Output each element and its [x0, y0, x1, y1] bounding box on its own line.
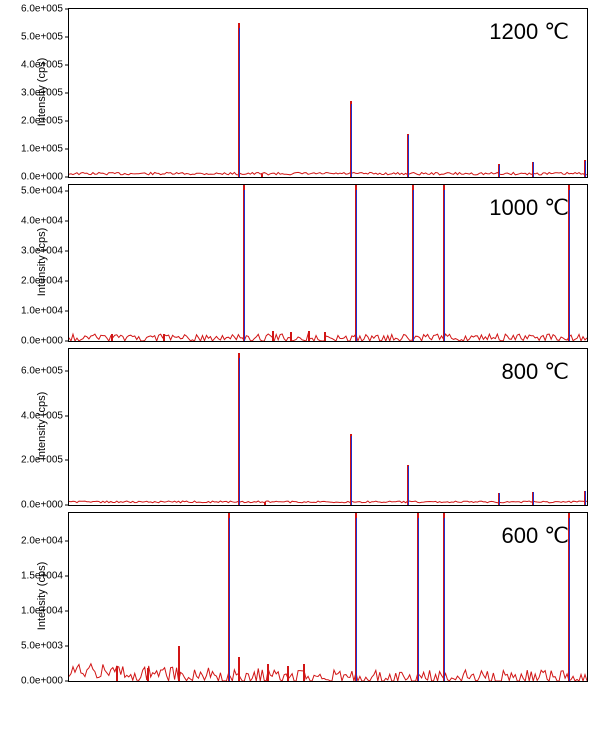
peak-secondary — [585, 161, 586, 177]
peak-primary — [324, 332, 326, 341]
peak-primary — [116, 666, 118, 681]
plot-area: 0.0e+0002.0e+0054.0e+0056.0e+005800 ℃ — [68, 348, 588, 506]
peak-secondary — [356, 518, 357, 681]
peak-primary — [308, 331, 310, 342]
y-tick-label: 4.0e+004 — [13, 216, 63, 227]
y-tick-label: 3.0e+005 — [13, 88, 63, 99]
peak-secondary — [444, 190, 445, 341]
peak-secondary — [351, 104, 352, 177]
y-tick-label: 0.0e+000 — [13, 676, 63, 687]
peak-secondary — [533, 162, 534, 177]
y-tick-label: 1.5e+004 — [13, 571, 63, 582]
peak-secondary — [533, 492, 534, 505]
peak-secondary — [351, 436, 352, 505]
peak-secondary — [408, 466, 409, 505]
y-tick-mark — [65, 311, 69, 312]
peak-primary — [287, 666, 289, 681]
y-tick-mark — [65, 646, 69, 647]
spectrum-panel: Intensity (cps)0.0e+0001.0e+0052.0e+0053… — [6, 4, 592, 180]
peak-secondary — [239, 28, 240, 177]
y-tick-mark — [65, 9, 69, 10]
peak-primary — [303, 664, 305, 682]
peak-primary — [264, 502, 266, 505]
y-tick-mark — [65, 93, 69, 94]
y-tick-label: 6.0e+005 — [13, 366, 63, 377]
peak-primary — [178, 646, 180, 681]
peak-secondary — [585, 491, 586, 505]
plot-area: 0.0e+0005.0e+0031.0e+0041.5e+0042.0e+004… — [68, 512, 588, 682]
plot-area: 0.0e+0001.0e+0052.0e+0053.0e+0054.0e+005… — [68, 8, 588, 178]
y-tick-mark — [65, 191, 69, 192]
peak-secondary — [418, 518, 419, 681]
y-tick-label: 3.0e+004 — [13, 246, 63, 257]
temperature-label: 1000 ℃ — [489, 195, 569, 221]
peak-primary — [147, 668, 149, 681]
y-tick-label: 4.0e+005 — [13, 410, 63, 421]
y-tick-label: 1.0e+004 — [13, 606, 63, 617]
peak-secondary — [408, 135, 409, 177]
peak-secondary — [413, 190, 414, 341]
y-tick-mark — [65, 149, 69, 150]
spectrum-panel: Intensity (cps)0.0e+0001.0e+0042.0e+0043… — [6, 180, 592, 344]
peak-primary — [163, 334, 165, 341]
peak-secondary — [239, 358, 240, 505]
peak-secondary — [356, 190, 357, 341]
spectrum-panel: Intensity (cps) 0.0e+0002.0e+0054.0e+0056… — [6, 344, 592, 508]
y-tick-label: 6.0e+005 — [13, 4, 63, 15]
y-axis-label: Intensity (cps) — [36, 392, 48, 460]
peak-secondary — [444, 518, 445, 681]
y-tick-label: 5.0e+003 — [13, 641, 63, 652]
peak-secondary — [229, 518, 230, 681]
temperature-label: 1200 ℃ — [489, 19, 569, 45]
y-tick-label: 2.0e+004 — [13, 536, 63, 547]
chart-panels: Intensity (cps)0.0e+0001.0e+0052.0e+0053… — [0, 0, 598, 688]
peak-primary — [267, 664, 269, 682]
y-tick-label: 2.0e+005 — [13, 455, 63, 466]
plot-area: 0.0e+0001.0e+0042.0e+0043.0e+0044.0e+004… — [68, 184, 588, 342]
y-tick-mark — [65, 611, 69, 612]
peak-secondary — [569, 190, 570, 341]
y-tick-mark — [65, 541, 69, 542]
peak-primary — [272, 331, 274, 342]
peak-secondary — [499, 493, 500, 505]
peak-secondary — [499, 165, 500, 177]
peak-secondary — [244, 190, 245, 341]
y-tick-mark — [65, 251, 69, 252]
y-tick-mark — [65, 341, 69, 342]
temperature-label: 600 ℃ — [501, 523, 569, 549]
y-tick-label: 2.0e+005 — [13, 116, 63, 127]
y-tick-mark — [65, 576, 69, 577]
y-tick-mark — [65, 371, 69, 372]
y-tick-label: 2.0e+004 — [13, 276, 63, 287]
y-tick-mark — [65, 65, 69, 66]
y-tick-mark — [65, 415, 69, 416]
temperature-label: 800 ℃ — [501, 359, 569, 385]
y-tick-mark — [65, 505, 69, 506]
spectrum-panel: Intensity (cps)0.0e+0005.0e+0031.0e+0041… — [6, 508, 592, 684]
y-tick-mark — [65, 281, 69, 282]
y-tick-mark — [65, 221, 69, 222]
peak-primary — [261, 174, 263, 177]
y-tick-label: 4.0e+005 — [13, 60, 63, 71]
peak-secondary — [569, 518, 570, 681]
y-tick-mark — [65, 37, 69, 38]
y-tick-mark — [65, 121, 69, 122]
peak-primary — [111, 334, 113, 341]
y-tick-mark — [65, 681, 69, 682]
peak-primary — [238, 657, 240, 682]
y-tick-mark — [65, 460, 69, 461]
y-tick-mark — [65, 177, 69, 178]
y-tick-label: 1.0e+005 — [13, 144, 63, 155]
y-tick-label: 5.0e+005 — [13, 32, 63, 43]
y-tick-label: 5.0e+004 — [13, 186, 63, 197]
y-tick-label: 1.0e+004 — [13, 306, 63, 317]
peak-primary — [290, 332, 292, 341]
